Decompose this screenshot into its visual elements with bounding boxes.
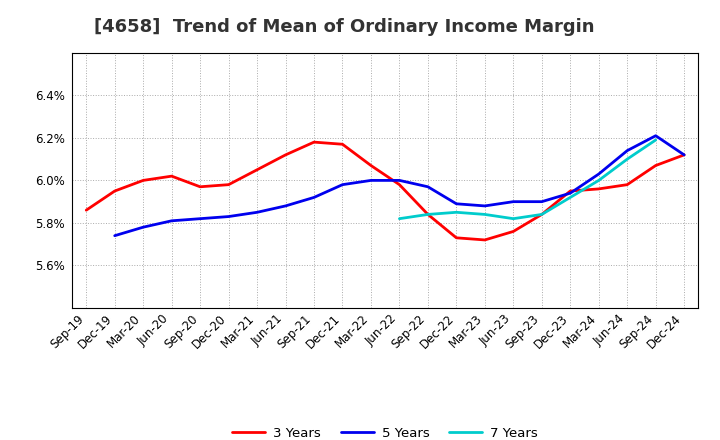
5 Years	[282, 203, 290, 209]
5 Years	[310, 195, 318, 200]
3 Years	[423, 212, 432, 217]
3 Years	[509, 229, 518, 234]
Text: [4658]  Trend of Mean of Ordinary Income Margin: [4658] Trend of Mean of Ordinary Income …	[94, 18, 594, 36]
5 Years	[423, 184, 432, 190]
7 Years	[395, 216, 404, 221]
5 Years	[196, 216, 204, 221]
Line: 3 Years: 3 Years	[86, 142, 684, 240]
5 Years	[566, 191, 575, 196]
5 Years	[253, 210, 261, 215]
3 Years	[480, 237, 489, 242]
5 Years	[480, 203, 489, 209]
3 Years	[82, 208, 91, 213]
3 Years	[338, 142, 347, 147]
5 Years	[652, 133, 660, 139]
Legend: 3 Years, 5 Years, 7 Years: 3 Years, 5 Years, 7 Years	[227, 422, 544, 440]
3 Years	[310, 139, 318, 145]
3 Years	[566, 188, 575, 194]
3 Years	[110, 188, 119, 194]
3 Years	[282, 152, 290, 158]
3 Years	[196, 184, 204, 190]
7 Years	[566, 195, 575, 200]
3 Years	[537, 212, 546, 217]
7 Years	[652, 137, 660, 143]
3 Years	[680, 152, 688, 158]
5 Years	[680, 152, 688, 158]
Line: 7 Years: 7 Years	[400, 140, 656, 219]
3 Years	[139, 178, 148, 183]
3 Years	[225, 182, 233, 187]
3 Years	[595, 186, 603, 191]
5 Years	[366, 178, 375, 183]
5 Years	[395, 178, 404, 183]
Line: 5 Years: 5 Years	[114, 136, 684, 236]
3 Years	[652, 163, 660, 168]
5 Years	[167, 218, 176, 224]
7 Years	[623, 157, 631, 162]
7 Years	[423, 212, 432, 217]
3 Years	[366, 163, 375, 168]
3 Years	[452, 235, 461, 241]
7 Years	[452, 210, 461, 215]
7 Years	[480, 212, 489, 217]
7 Years	[509, 216, 518, 221]
7 Years	[595, 178, 603, 183]
3 Years	[395, 182, 404, 187]
5 Years	[225, 214, 233, 219]
7 Years	[537, 212, 546, 217]
5 Years	[595, 172, 603, 177]
5 Years	[537, 199, 546, 204]
3 Years	[253, 167, 261, 172]
5 Years	[139, 224, 148, 230]
5 Years	[509, 199, 518, 204]
5 Years	[623, 148, 631, 153]
5 Years	[338, 182, 347, 187]
5 Years	[110, 233, 119, 238]
3 Years	[167, 173, 176, 179]
5 Years	[452, 201, 461, 206]
3 Years	[623, 182, 631, 187]
